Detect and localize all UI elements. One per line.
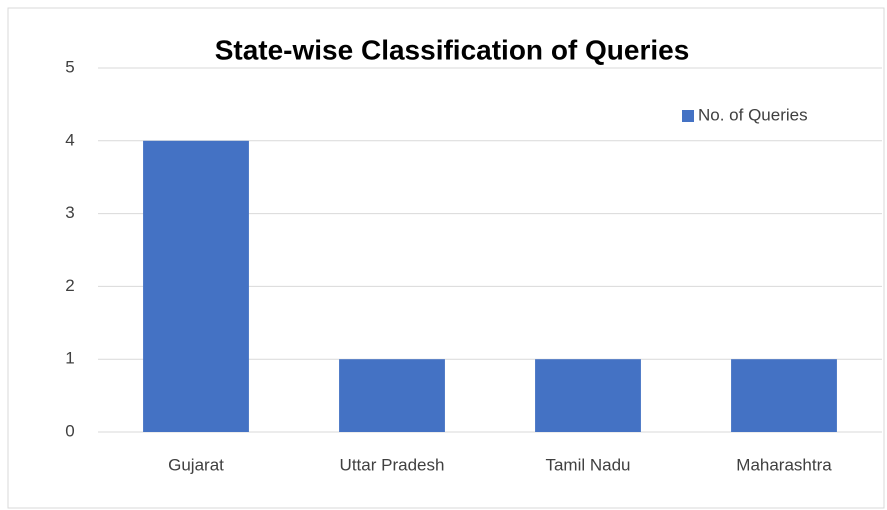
bar [339,359,445,432]
y-tick-label: 2 [65,276,74,295]
y-tick-label: 3 [65,203,74,222]
y-tick-label: 1 [65,349,74,368]
x-tick-label: Gujarat [168,455,224,474]
bar [731,359,837,432]
chart-title: State-wise Classification of Queries [215,34,690,65]
bar [535,359,641,432]
y-tick-label: 5 [65,57,74,76]
legend-label: No. of Queries [698,105,808,124]
bar [143,140,249,433]
y-tick-label: 0 [65,421,74,440]
y-tick-label: 4 [65,130,74,149]
legend-swatch [682,110,694,122]
x-tick-label: Uttar Pradesh [340,455,445,474]
x-tick-label: Maharashtra [736,455,832,474]
chart-frame [7,7,885,509]
x-tick-label: Tamil Nadu [545,455,630,474]
